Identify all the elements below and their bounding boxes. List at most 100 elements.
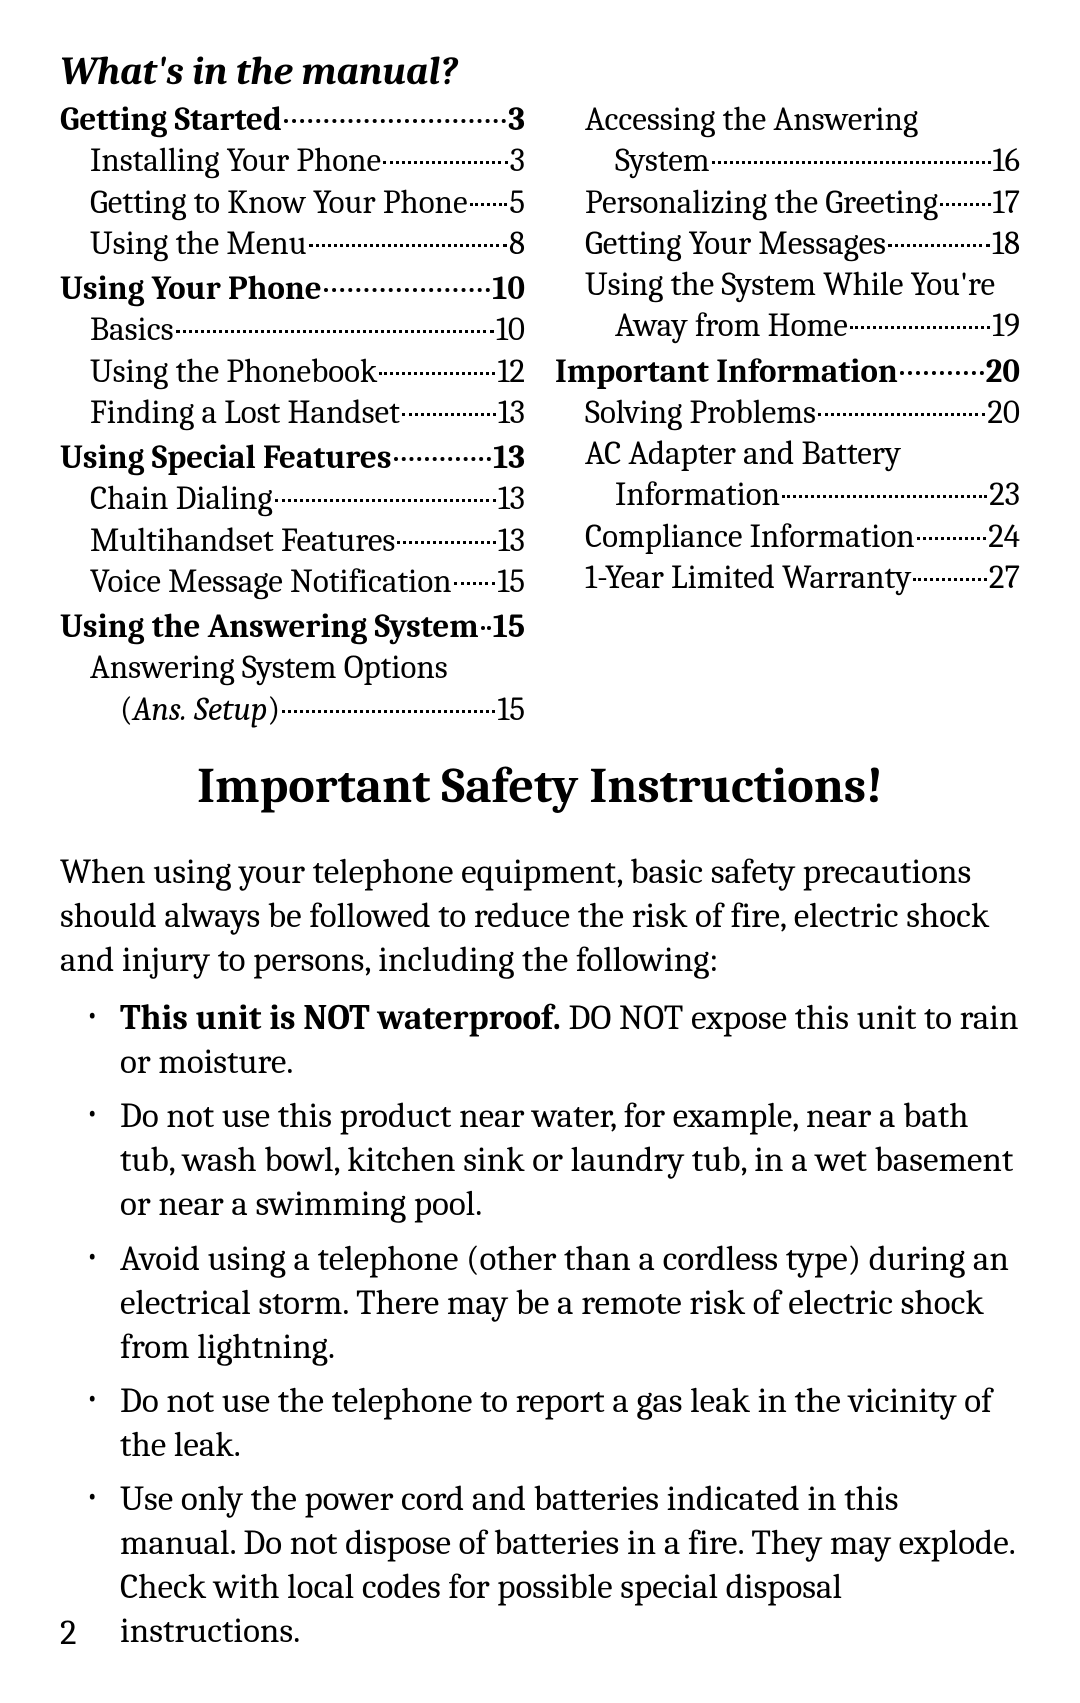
toc-entry-line: Multihandset Features13 <box>90 521 525 562</box>
toc-entry: Solving Problems20 <box>555 393 1020 434</box>
toc-chapter-line: Using the Answering System 15 <box>60 607 525 648</box>
safety-list-item: This unit is NOT waterproof. DO NOT expo… <box>120 996 1020 1084</box>
toc-column-left: Getting Started 3Installing Your Phone3Ge… <box>60 100 525 735</box>
toc-chapter-line: Getting Started 3 <box>60 100 525 141</box>
table-of-contents: Getting Started3Installing Your Phone3Ge… <box>60 100 1020 735</box>
toc-leader-dots <box>850 313 990 329</box>
toc-label: Compliance Information <box>585 517 915 558</box>
toc-entry-wrap-line1: AC Adapter and Battery <box>555 434 1020 475</box>
toc-leader-dots <box>454 569 496 585</box>
toc-leader-dots <box>324 275 491 292</box>
toc-label: Basics <box>90 310 174 351</box>
toc-entry-line: Using the Menu8 <box>90 224 525 265</box>
toc-entry-line: Installing Your Phone3 <box>90 141 525 182</box>
toc-page-number: 15 <box>493 607 525 648</box>
toc-page-number: 8 <box>509 224 525 265</box>
toc-section: Accessing the AnsweringSystem16Personali… <box>555 100 1020 348</box>
toc-entry: Voice Message Notification 15 <box>60 562 525 603</box>
toc-leader-dots <box>275 486 496 502</box>
toc-leader-dots <box>888 231 990 247</box>
toc-entry: Multihandset Features13 <box>60 521 525 562</box>
toc-label: Using the Answering System <box>60 607 479 648</box>
toc-entry-line: Voice Message Notification 15 <box>90 562 525 603</box>
toc-page-number: 18 <box>992 224 1020 265</box>
manual-page: What's in the manual? Getting Started3In… <box>0 0 1080 1703</box>
toc-leader-dots <box>379 358 495 374</box>
toc-entry-wrap-line2: System16 <box>555 141 1020 182</box>
safety-title: Important Safety Instructions! <box>60 757 1020 815</box>
toc-entry-line: Personalizing the Greeting 17 <box>585 183 1020 224</box>
toc-label: Voice Message Notification <box>90 562 452 603</box>
toc-section: Important Information 20Solving Problems2… <box>555 352 1020 600</box>
toc-entry-line: Finding a Lost Handset13 <box>90 393 525 434</box>
toc-label: Getting Your Messages <box>585 224 886 265</box>
toc-entry: Getting Your Messages 18 <box>555 224 1020 265</box>
toc-leader-dots <box>394 444 492 461</box>
safety-list: This unit is NOT waterproof. DO NOT expo… <box>60 996 1020 1653</box>
toc-leader-dots <box>309 231 507 247</box>
toc-entry-line: (Ans. Setup) 15 <box>120 690 525 731</box>
toc-page-number: 17 <box>993 183 1020 224</box>
toc-entry-line: Compliance Information24 <box>585 517 1020 558</box>
toc-label: Using Your Phone <box>60 269 322 310</box>
toc-page-number: 23 <box>989 475 1020 516</box>
toc-entry-line: 1-Year Limited Warranty27 <box>585 558 1020 599</box>
toc-label: (Ans. Setup) <box>120 690 280 731</box>
toc-label: Getting to Know Your Phone <box>90 183 468 224</box>
toc-page-number: 5 <box>509 183 525 224</box>
toc-leader-dots <box>470 189 508 205</box>
toc-leader-dots <box>282 696 495 712</box>
toc-label: Information <box>615 475 780 516</box>
toc-entry: Personalizing the Greeting 17 <box>555 183 1020 224</box>
toc-entry-wrap-line2: Information 23 <box>555 475 1020 516</box>
toc-entry-line: Away from Home 19 <box>615 306 1020 347</box>
toc-section: Getting Started 3Installing Your Phone3Ge… <box>60 100 525 265</box>
toc-chapter-line: Using Your Phone 10 <box>60 269 525 310</box>
toc-entry: Using the Menu8 <box>60 224 525 265</box>
toc-entry-line: Getting Your Messages 18 <box>585 224 1020 265</box>
toc-label: Installing Your Phone <box>90 141 381 182</box>
toc-entry-line: Using the Phonebook 12 <box>90 352 525 393</box>
toc-entry: Basics 10 <box>60 310 525 351</box>
safety-intro: When using your telephone equipment, bas… <box>60 850 1020 982</box>
toc-entry-wrap-line2: Away from Home 19 <box>555 306 1020 347</box>
toc-label: Important Information <box>555 352 898 393</box>
toc-page-number: 16 <box>993 141 1020 182</box>
toc-entry-line: Information 23 <box>615 475 1020 516</box>
toc-leader-dots <box>176 317 494 333</box>
toc-entry-line: Getting to Know Your Phone 5 <box>90 183 525 224</box>
toc-label: Away from Home <box>615 306 848 347</box>
toc-page-number: 12 <box>497 352 525 393</box>
toc-page-number: 20 <box>987 393 1020 434</box>
toc-entry: Compliance Information24 <box>555 517 1020 558</box>
toc-page-number: 10 <box>492 269 525 310</box>
toc-page-number: 15 <box>497 562 525 603</box>
page-number: 2 <box>60 1612 77 1653</box>
toc-page-number: 3 <box>508 100 525 141</box>
toc-entry-line: Solving Problems20 <box>585 393 1020 434</box>
toc-label: Personalizing the Greeting <box>585 183 938 224</box>
toc-leader-dots <box>900 357 984 374</box>
toc-page-number: 10 <box>496 310 525 351</box>
toc-leader-dots <box>913 565 987 581</box>
toc-entry-line: Chain Dialing13 <box>90 479 525 520</box>
toc-page-number: 19 <box>992 306 1020 347</box>
toc-leader-dots <box>284 106 506 123</box>
toc-page-number: 15 <box>497 690 525 731</box>
toc-label: Using the Phonebook <box>90 352 377 393</box>
toc-chapter-line: Using Special Features13 <box>60 438 525 479</box>
toc-entry: Installing Your Phone3 <box>60 141 525 182</box>
toc-leader-dots <box>481 613 491 630</box>
toc-section: Using Special Features13Chain Dialing13M… <box>60 438 525 603</box>
toc-entry-wrap-line2: (Ans. Setup) 15 <box>60 690 525 731</box>
safety-list-item: Use only the power cord and batteries in… <box>120 1477 1020 1653</box>
toc-label: Getting Started <box>60 100 282 141</box>
toc-leader-dots <box>402 400 496 416</box>
toc-page-number: 27 <box>989 558 1020 599</box>
toc-label: Finding a Lost Handset <box>90 393 400 434</box>
toc-leader-dots <box>782 482 987 498</box>
toc-heading: What's in the manual? <box>60 48 1020 94</box>
toc-page-number: 20 <box>986 352 1020 393</box>
toc-page-number: 13 <box>498 479 525 520</box>
toc-entry: Using the Phonebook 12 <box>60 352 525 393</box>
